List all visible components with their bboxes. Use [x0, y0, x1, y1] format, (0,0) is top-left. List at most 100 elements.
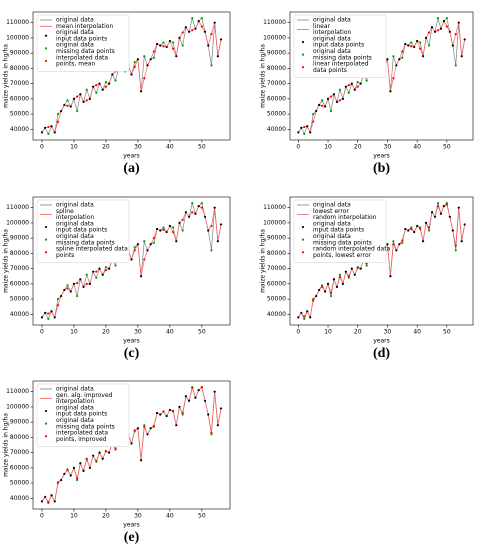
input-point	[53, 131, 56, 134]
legend-swatch	[44, 47, 48, 50]
input-point	[451, 229, 454, 232]
input-point	[326, 97, 330, 100]
input-point	[108, 451, 111, 454]
input-point	[300, 126, 303, 129]
legend-label: spline interpolated data	[56, 246, 128, 253]
input-point	[69, 290, 72, 293]
missing-point	[56, 297, 60, 301]
interpolated-point	[56, 481, 60, 484]
interpolated-point	[76, 477, 79, 480]
y-tick-label: 40000	[267, 311, 286, 318]
plot-frame	[32, 11, 231, 141]
y-axis-label: maize yields in hg/ha	[260, 44, 267, 108]
input-point	[184, 211, 187, 214]
input-point	[149, 427, 152, 430]
x-tick-label: 20	[102, 144, 110, 151]
input-point	[463, 223, 466, 226]
input-point	[88, 466, 92, 469]
input-point	[433, 215, 437, 218]
y-tick-label: 100000	[263, 34, 286, 41]
interpolated-point	[210, 224, 213, 228]
plot-frame	[289, 11, 474, 141]
interpolated-point	[329, 95, 333, 98]
input-point	[98, 267, 101, 270]
y-axis-label: maize yields in hg/ha	[3, 44, 10, 108]
interpolated-point	[85, 282, 88, 285]
input-point	[194, 27, 197, 30]
y-tick-label: 50000	[10, 480, 29, 487]
input-point	[149, 243, 152, 246]
legend-label: original data	[56, 233, 94, 240]
input-point	[155, 42, 159, 46]
input-point	[389, 90, 392, 93]
legend-label: interpolated data	[56, 430, 108, 437]
input-point	[207, 44, 210, 47]
y-tick-label: 110000	[6, 19, 29, 26]
input-point	[165, 45, 168, 49]
y-tick-label: 60000	[267, 95, 286, 102]
input-point	[448, 215, 451, 218]
legend-swatch	[44, 422, 48, 425]
input-point	[460, 240, 463, 243]
legend-label: data points	[313, 67, 347, 74]
interpolated-point	[66, 469, 69, 472]
x-tick-label: 0	[296, 329, 300, 336]
legend-label: spline	[56, 208, 74, 215]
missing-point	[191, 201, 194, 205]
input-point	[344, 270, 347, 273]
input-point	[350, 82, 353, 85]
legend-label: missing data points	[313, 239, 372, 246]
missing-point	[329, 109, 333, 113]
x-tick-label: 30	[134, 513, 142, 520]
interpolated-point	[392, 77, 395, 80]
legend-label: interpolation	[56, 214, 94, 221]
interpolated-point	[95, 459, 98, 463]
missing-point	[401, 241, 404, 244]
input-point	[168, 39, 171, 43]
input-point	[146, 433, 149, 436]
missing-point	[47, 317, 50, 321]
x-tick-label: 10	[70, 329, 78, 336]
legend-label: linear interpolated	[313, 61, 369, 68]
x-tick-label: 40	[413, 144, 421, 151]
missing-point	[133, 61, 136, 64]
legend-label: interpolation	[313, 29, 351, 36]
legend-label: original data	[56, 417, 94, 424]
legend-swatch	[301, 238, 305, 241]
legend-label: random interpolated data	[313, 246, 391, 253]
missing-point	[95, 276, 98, 279]
input-point	[463, 38, 466, 41]
legend-label: points, lowest error	[313, 252, 372, 259]
interpolated-point	[162, 45, 165, 48]
input-point	[424, 221, 428, 225]
input-point	[136, 427, 139, 430]
panel-label: (a)	[123, 161, 140, 176]
input-point	[72, 282, 76, 285]
interpolated-point	[162, 410, 165, 413]
legend-label: gen. alg. improved	[56, 392, 113, 399]
interpolated-point	[181, 218, 184, 221]
interpolated-point	[181, 411, 184, 415]
input-point	[323, 105, 327, 108]
x-tick-label: 20	[102, 329, 110, 336]
interpolated-point	[191, 211, 194, 214]
input-point	[40, 316, 44, 319]
missing-point	[191, 16, 194, 20]
input-point	[139, 90, 143, 93]
input-point	[175, 424, 178, 427]
y-tick-label: 110000	[263, 204, 286, 211]
input-point	[187, 215, 191, 218]
legend-label: missing data points	[56, 423, 115, 430]
input-point	[335, 285, 339, 289]
legend-swatch	[44, 238, 48, 241]
y-tick-label: 70000	[267, 265, 286, 272]
input-point	[442, 205, 445, 208]
input-point	[101, 457, 104, 460]
input-point	[136, 243, 139, 246]
input-point	[448, 30, 451, 33]
input-point	[416, 224, 419, 228]
interpolated-point	[454, 32, 457, 36]
y-tick-label: 100000	[6, 34, 29, 41]
interpolated-point	[392, 243, 395, 246]
input-point	[82, 469, 85, 473]
